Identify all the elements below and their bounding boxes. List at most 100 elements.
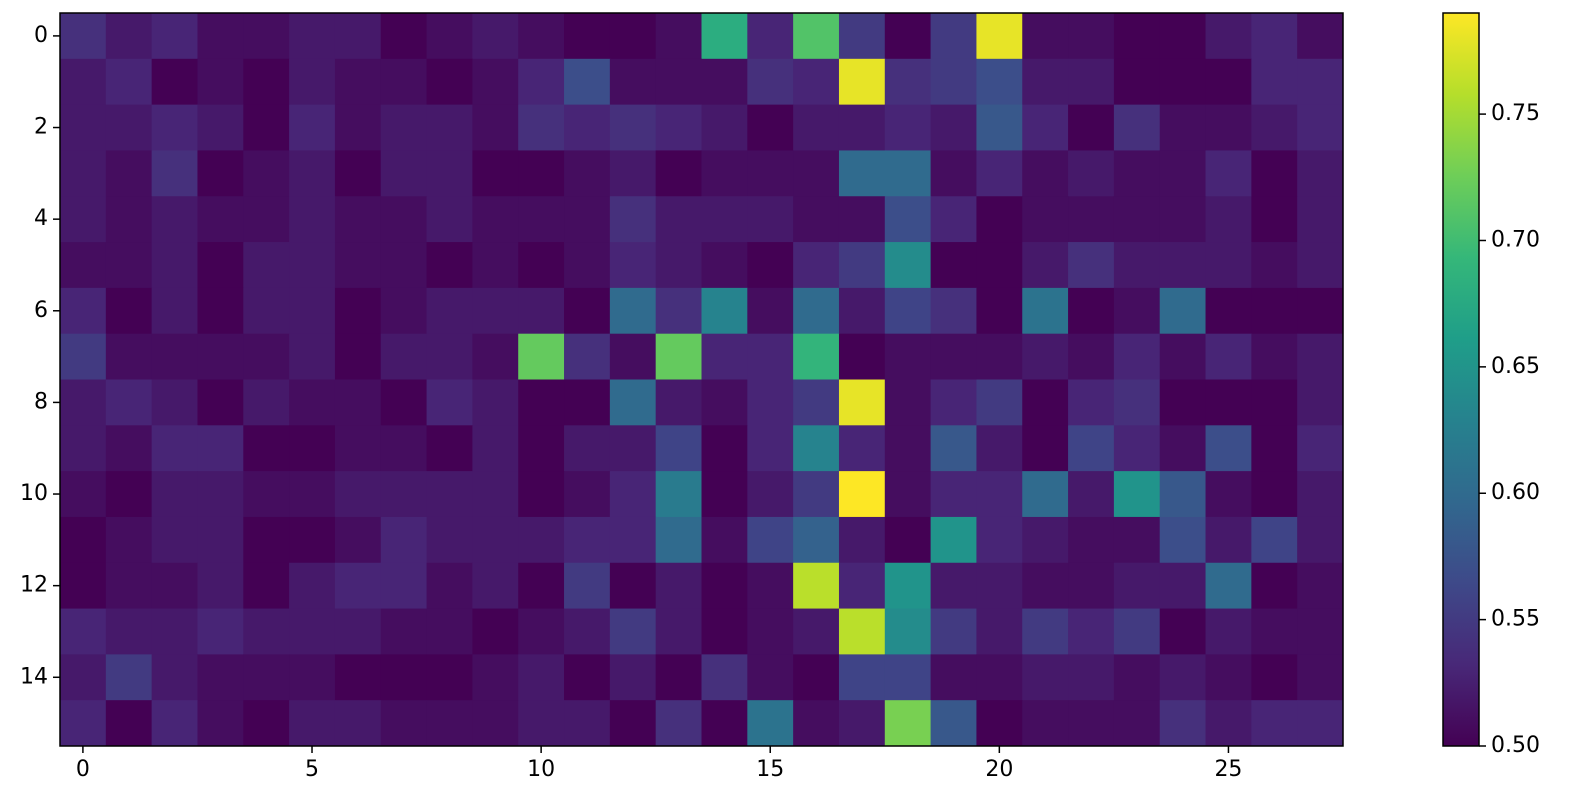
heatmap-cell [197, 425, 244, 472]
heatmap-cell [334, 196, 382, 243]
heatmap-cell [655, 287, 702, 335]
heatmap-cell [838, 516, 886, 564]
heatmap-cell [1205, 287, 1252, 335]
heatmap-cell [60, 150, 107, 197]
heatmap-cell [1022, 700, 1069, 747]
heatmap-cell [976, 425, 1023, 472]
heatmap-cell [426, 196, 473, 243]
heatmap-cell [426, 471, 473, 518]
heatmap-cell [1113, 333, 1161, 380]
heatmap-cell [243, 379, 290, 426]
heatmap-cell [197, 333, 244, 380]
heatmap-cell [701, 242, 748, 289]
heatmap-cell [655, 150, 702, 197]
heatmap-cell [1297, 104, 1344, 151]
heatmap-cell [1068, 608, 1115, 655]
y-tick-label: 10 [20, 481, 48, 506]
heatmap-cell [380, 150, 428, 197]
heatmap-cell [884, 196, 932, 243]
heatmap-cell [1251, 104, 1298, 151]
heatmap-cell [930, 700, 977, 747]
heatmap-cell [243, 562, 290, 610]
heatmap-cell [334, 471, 382, 518]
heatmap-cell [1113, 150, 1161, 197]
heatmap-cell [289, 242, 336, 289]
colorbar-tick-label: 0.70 [1491, 227, 1540, 252]
heatmap-cell [60, 654, 107, 701]
heatmap-cell [243, 333, 290, 380]
heatmap-cell [380, 562, 428, 610]
heatmap-cell [747, 150, 794, 197]
heatmap-cell [884, 700, 932, 747]
heatmap-cell [609, 471, 657, 518]
heatmap-cell [289, 516, 336, 564]
heatmap-cell [655, 700, 702, 747]
heatmap-cell [1113, 196, 1161, 243]
x-tick-label: 5 [305, 757, 319, 782]
heatmap-cell [426, 700, 473, 747]
heatmap-cell [1251, 425, 1298, 472]
heatmap-cell [564, 516, 611, 564]
heatmap-cell [197, 654, 244, 701]
heatmap-cell [60, 13, 107, 60]
heatmap-cell [793, 242, 840, 289]
heatmap-cell [472, 562, 519, 610]
heatmap-cell [1113, 104, 1161, 151]
heatmap-cell [1159, 287, 1207, 335]
heatmap-cell [930, 516, 977, 564]
heatmap-cell [1068, 700, 1115, 747]
heatmap-cell [1159, 104, 1207, 151]
heatmap-cell [976, 242, 1023, 289]
heatmap-cell [243, 471, 290, 518]
heatmap-cell [334, 104, 382, 151]
heatmap-cell [1159, 242, 1207, 289]
heatmap-cell [1205, 700, 1252, 747]
heatmap-cell [564, 654, 611, 701]
heatmap-cell [747, 700, 794, 747]
heatmap-cell [838, 471, 886, 518]
heatmap-cell [380, 287, 428, 335]
heatmap-cell [701, 471, 748, 518]
heatmap-cell [518, 608, 565, 655]
heatmap-cell [426, 333, 473, 380]
heatmap-cell [472, 516, 519, 564]
y-tick-label: 4 [34, 206, 48, 231]
heatmap-cell [793, 104, 840, 151]
heatmap-cell [838, 700, 886, 747]
heatmap-cell [976, 150, 1023, 197]
heatmap-cell [1159, 58, 1207, 106]
heatmap-cell [747, 58, 794, 106]
heatmap-cell [564, 150, 611, 197]
heatmap-cell [518, 287, 565, 335]
heatmap-cell [1068, 516, 1115, 564]
colorbar-tick-label: 0.50 [1491, 733, 1540, 758]
heatmap-cell [151, 425, 198, 472]
heatmap-cell [380, 516, 428, 564]
heatmap-cell [334, 562, 382, 610]
heatmap-cell [930, 471, 977, 518]
heatmap-cell [609, 196, 657, 243]
heatmap-cell [1022, 471, 1069, 518]
heatmap-cell [105, 13, 153, 60]
heatmap-cell [1022, 425, 1069, 472]
heatmap-cell [1159, 471, 1207, 518]
heatmap-cell [472, 425, 519, 472]
heatmap-cell [884, 242, 932, 289]
heatmap-cell [197, 242, 244, 289]
heatmap-cell [701, 425, 748, 472]
heatmap-cell [380, 104, 428, 151]
heatmap-cell [1022, 562, 1069, 610]
heatmap-cell [976, 700, 1023, 747]
heatmap-cell [655, 425, 702, 472]
heatmap-cell [243, 654, 290, 701]
heatmap-cell [609, 700, 657, 747]
heatmap-cell [105, 654, 153, 701]
heatmap-cell [701, 333, 748, 380]
heatmap-cell [793, 654, 840, 701]
heatmap-cell [105, 333, 153, 380]
heatmap-cell [60, 379, 107, 426]
heatmap-cell [1205, 242, 1252, 289]
heatmap-cell [1159, 425, 1207, 472]
